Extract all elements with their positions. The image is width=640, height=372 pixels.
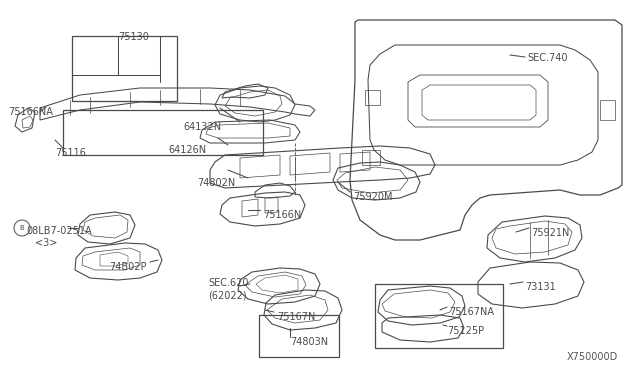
Text: 75166N: 75166N [263,210,301,220]
Text: 75167N: 75167N [277,312,316,322]
Text: X750000D: X750000D [567,352,618,362]
Bar [259,315,339,357]
Text: SEC.620: SEC.620 [208,278,248,288]
Text: <3>: <3> [35,238,58,248]
Text: 75125P: 75125P [447,326,484,336]
Text: 73131: 73131 [525,282,556,292]
Text: (62022): (62022) [208,290,246,300]
Text: 64126N: 64126N [168,145,206,155]
Text: 74B02P: 74B02P [109,262,147,272]
Text: B: B [20,225,24,231]
Text: 74802N: 74802N [197,178,236,188]
Bar [63,110,263,155]
Text: 75920M: 75920M [353,192,392,202]
Text: 75167NA: 75167NA [449,307,494,317]
Bar [72,36,177,101]
Text: SEC.740: SEC.740 [527,53,568,63]
Text: 75130: 75130 [118,32,149,42]
Text: 74803N: 74803N [290,337,328,347]
Text: 75921N: 75921N [531,228,570,238]
Text: 08LB7-0251A: 08LB7-0251A [26,226,92,236]
Text: 75116: 75116 [55,148,86,158]
Text: 64132N: 64132N [183,122,221,132]
Bar [375,284,503,348]
Text: 75166NA: 75166NA [8,107,53,117]
